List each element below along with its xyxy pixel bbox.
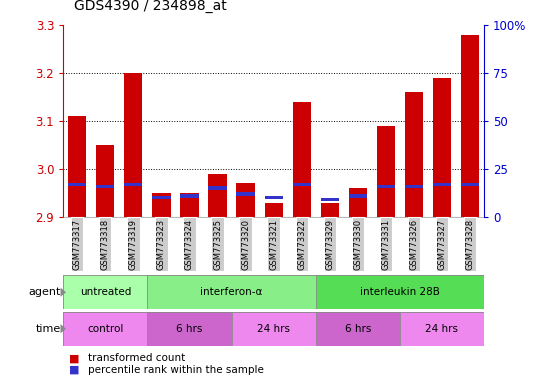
Text: interferon-α: interferon-α [200, 287, 263, 297]
Text: GSM773326: GSM773326 [409, 218, 419, 270]
Text: GSM773320: GSM773320 [241, 218, 250, 270]
Bar [96, 145, 114, 217]
Bar [349, 188, 367, 217]
Bar [124, 183, 142, 186]
Text: GSM773317: GSM773317 [73, 218, 82, 270]
Bar [433, 78, 451, 217]
Bar [208, 187, 227, 190]
Text: percentile rank within the sample: percentile rank within the sample [88, 365, 264, 375]
Text: 6 hrs: 6 hrs [177, 324, 202, 334]
Bar [377, 126, 395, 217]
Text: GSM773319: GSM773319 [129, 218, 138, 270]
Bar [68, 116, 86, 217]
Bar [152, 193, 170, 217]
Text: 6 hrs: 6 hrs [345, 324, 371, 334]
Text: GDS4390 / 234898_at: GDS4390 / 234898_at [74, 0, 227, 13]
Text: agent: agent [28, 287, 60, 297]
Bar [377, 185, 395, 188]
Bar [293, 102, 311, 217]
Text: time: time [35, 324, 60, 334]
Bar [433, 183, 451, 186]
Text: GSM773323: GSM773323 [157, 218, 166, 270]
Text: GSM773324: GSM773324 [185, 218, 194, 270]
Text: GSM773328: GSM773328 [465, 218, 475, 270]
Text: GSM773325: GSM773325 [213, 218, 222, 270]
Bar [180, 194, 199, 197]
Text: transformed count: transformed count [88, 353, 185, 363]
Bar [236, 183, 255, 217]
Bar [96, 185, 114, 188]
Bar [316, 275, 484, 309]
Bar [321, 202, 339, 217]
Text: GSM773322: GSM773322 [297, 218, 306, 270]
Bar [405, 185, 423, 188]
Text: control: control [87, 324, 124, 334]
Bar [232, 312, 316, 346]
Bar [180, 193, 199, 217]
Text: interleukin 28B: interleukin 28B [360, 287, 440, 297]
Bar [236, 192, 255, 195]
Bar [124, 73, 142, 217]
Bar [316, 312, 400, 346]
Bar [461, 183, 479, 186]
Text: GSM773331: GSM773331 [381, 218, 390, 270]
Bar [400, 312, 484, 346]
Bar [68, 183, 86, 186]
Text: GSM773329: GSM773329 [325, 218, 334, 270]
Text: ■: ■ [69, 365, 79, 375]
Bar [461, 35, 479, 217]
Bar [293, 183, 311, 186]
Text: GSM773318: GSM773318 [101, 218, 110, 270]
Text: 24 hrs: 24 hrs [426, 324, 459, 334]
Bar [152, 196, 170, 199]
Bar [265, 202, 283, 217]
Bar [63, 275, 147, 309]
Bar [208, 174, 227, 217]
Text: GSM773330: GSM773330 [353, 218, 362, 270]
Text: untreated: untreated [80, 287, 131, 297]
Bar [147, 275, 316, 309]
Bar [147, 312, 232, 346]
Text: ■: ■ [69, 353, 79, 363]
Bar [349, 194, 367, 197]
Text: 24 hrs: 24 hrs [257, 324, 290, 334]
Text: GSM773327: GSM773327 [437, 218, 447, 270]
Text: GSM773321: GSM773321 [269, 218, 278, 270]
Bar [321, 198, 339, 201]
Bar [63, 312, 147, 346]
Bar [265, 196, 283, 199]
Bar [405, 92, 423, 217]
